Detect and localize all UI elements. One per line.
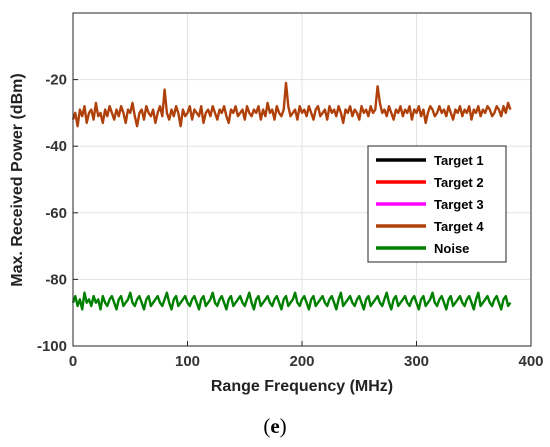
- y-tick-label: -20: [45, 72, 67, 89]
- legend: Target 1 Target 2 Target 3 Target 4 Noise: [367, 145, 507, 263]
- caption-open: (: [263, 414, 271, 438]
- legend-label: Target 3: [434, 197, 484, 212]
- y-tick-label: -80: [45, 271, 67, 288]
- y-tick-label: -40: [45, 138, 67, 155]
- axis-ticks: 0 100 200 300 400 -100 -80 -60 -40 -20: [37, 72, 544, 370]
- chart: 0 100 200 300 400 -100 -80 -60 -40 -20 Range Freq…: [9, 12, 544, 395]
- legend-label: Target 1: [434, 153, 484, 168]
- series-line-target-4: [71, 81, 512, 128]
- x-tick-label: 200: [289, 353, 314, 370]
- figure-caption: (e): [0, 414, 550, 439]
- series-line-noise: [71, 291, 512, 311]
- legend-label: Target 4: [434, 219, 484, 234]
- x-tick-label: 300: [404, 353, 429, 370]
- y-axis-label: Max. Received Power (dBm): [9, 73, 26, 286]
- legend-label: Noise: [434, 241, 469, 256]
- x-axis-label: Range Frequency (MHz): [211, 378, 393, 395]
- caption-close: ): [279, 414, 287, 438]
- x-tick-label: 0: [69, 353, 77, 370]
- x-tick-label: 100: [175, 353, 200, 370]
- y-tick-label: -60: [45, 205, 67, 222]
- legend-label: Target 2: [434, 175, 484, 190]
- x-tick-label: 400: [518, 353, 543, 370]
- caption-letter: e: [270, 414, 280, 438]
- y-tick-label: -100: [37, 338, 67, 355]
- series-layer: [71, 81, 512, 311]
